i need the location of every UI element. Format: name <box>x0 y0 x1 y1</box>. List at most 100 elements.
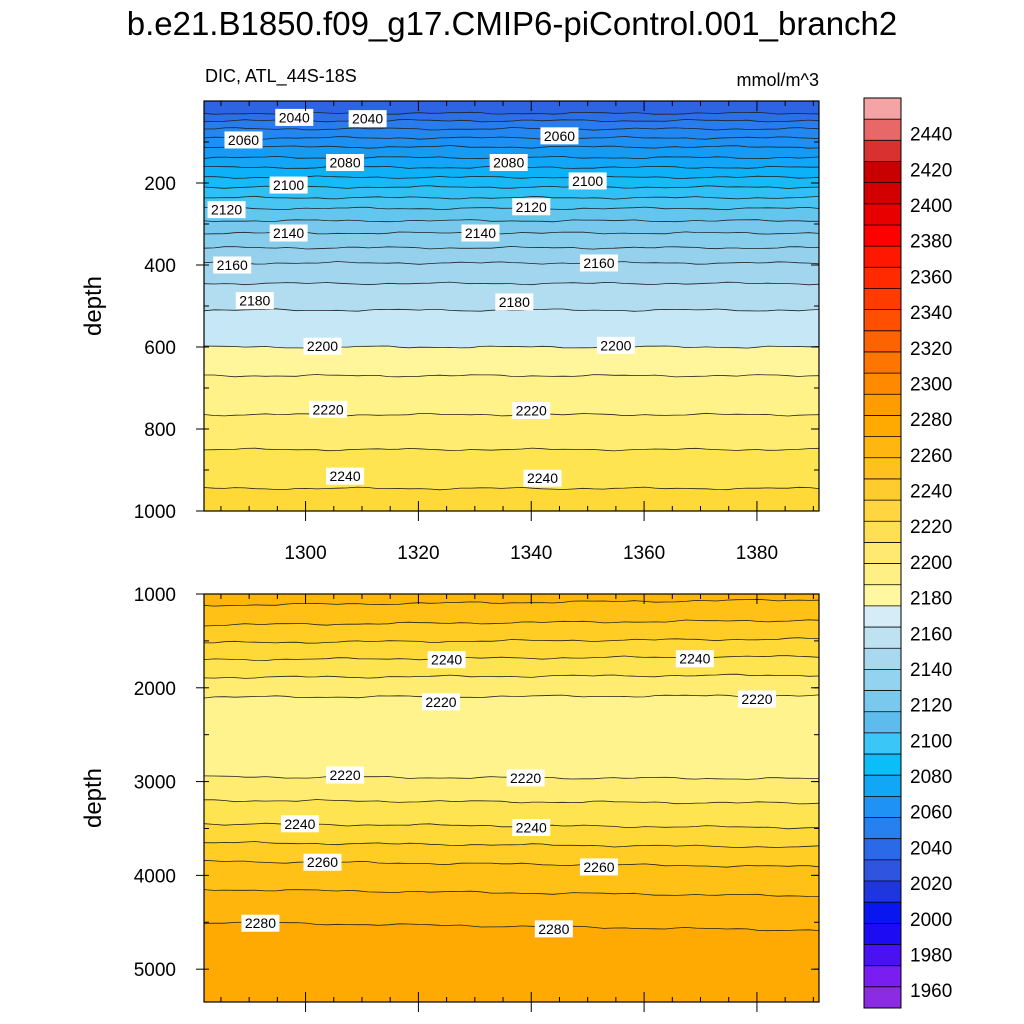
upper-contour-label-bg-3 <box>540 127 579 145</box>
colorbar-swatch-6 <box>864 859 901 882</box>
lower-contour-2250-9 <box>203 841 820 849</box>
upper-contour-label-bg-5 <box>489 154 528 171</box>
colorbar-swatch-36 <box>864 224 901 247</box>
colorbar-label-2180: 2180 <box>910 589 952 610</box>
colorbar-label-2100: 2100 <box>910 731 952 752</box>
upper-contour-label-9: 2120 <box>512 198 551 216</box>
upper-contour-2050-2 <box>204 127 820 131</box>
upper-band-7 <box>204 175 819 189</box>
lower-band-7 <box>204 799 819 829</box>
lower-contour-label-10: 2280 <box>241 914 280 932</box>
colorbar-swatch-24 <box>864 478 901 501</box>
upper-contour-label-bg-20 <box>326 467 365 485</box>
upper-contour-label-text-13: 2160 <box>583 255 614 271</box>
upper-contour-label-text-11: 2140 <box>465 225 496 241</box>
lower-contour-2230-7 <box>204 799 820 805</box>
colorbar-swatch-42 <box>864 98 901 120</box>
upper-contour-2210-18 <box>204 374 820 378</box>
upper-band-20 <box>204 448 819 490</box>
colorbar-swatch-41 <box>864 119 901 141</box>
upper-band-11 <box>204 219 819 235</box>
upper-contour-label-text-18: 2220 <box>313 401 344 417</box>
upper-contour-2190-16 <box>203 308 820 312</box>
colorbar-swatch-25 <box>864 457 901 480</box>
colorbar-label-2140: 2140 <box>910 660 952 681</box>
colorbar-swatch-17 <box>864 627 901 649</box>
units-subtitle: mmol/m^3 <box>736 70 819 90</box>
colorbar-swatch-30 <box>864 351 901 374</box>
upper-contour-label-bg-10 <box>269 224 308 242</box>
lower-contour-2270-11 <box>203 889 820 897</box>
lower-ytick-label-1000: 1000 <box>134 585 176 606</box>
lower-contour-label-text-6: 2240 <box>284 816 315 832</box>
colorbar-swatch-4 <box>864 902 901 924</box>
colorbar-label-2320: 2320 <box>910 339 952 360</box>
lower-contour-label-text-8: 2260 <box>307 854 338 870</box>
lower-contour-label-8: 2260 <box>303 853 342 871</box>
lower-band-2 <box>204 637 819 661</box>
lower-contour-label-bg-7 <box>512 819 551 837</box>
upper-ytick-label-600: 600 <box>144 338 176 359</box>
upper-xtick-label-1360: 1360 <box>623 543 665 564</box>
upper-contour-label-13: 2160 <box>579 254 618 272</box>
lower-band-1 <box>204 619 819 644</box>
upper-contour-label-19: 2220 <box>512 402 551 420</box>
colorbar-swatch-14 <box>864 690 901 713</box>
colorbar-swatch-15 <box>864 669 901 692</box>
upper-contour-label-text-2: 2060 <box>228 132 259 148</box>
lower-contour-label-bg-4 <box>326 766 365 784</box>
lower-band-3 <box>204 655 819 679</box>
lower-contour-label-text-11: 2280 <box>538 921 569 937</box>
upper-contour-label-bg-9 <box>512 198 551 216</box>
colorbar-label-2060: 2060 <box>910 803 952 824</box>
upper-contour-label-bg-11 <box>461 224 500 242</box>
upper-contour-label-bg-7 <box>568 172 607 190</box>
lower-contour-label-bg-11 <box>534 920 573 938</box>
upper-contour-2160-13 <box>203 245 820 250</box>
lower-band-10 <box>204 860 819 897</box>
colorbar-swatch-32 <box>864 309 901 332</box>
lower-contour-label-bg-2 <box>421 693 460 711</box>
colorbar-label-2240: 2240 <box>910 482 952 503</box>
upper-contour-label-text-15: 2180 <box>499 294 530 310</box>
colorbar-swatch-1 <box>864 965 901 988</box>
upper-contour-label-text-14: 2180 <box>239 293 270 309</box>
lower-contour-label-9: 2260 <box>579 858 618 876</box>
upper-contour-label-18: 2220 <box>309 400 348 418</box>
lower-contour-2250-2 <box>204 637 820 644</box>
colorbar-swatch-26 <box>864 436 901 459</box>
colorbar: 2440 2420 2400 2380 2360 2340 2320 2300 2280 2260… <box>863 97 952 1009</box>
lower-contour-label-bg-6 <box>280 815 319 833</box>
upper-xtick-label-1380: 1380 <box>736 543 778 564</box>
lower-contour-label-2: 2220 <box>421 693 460 711</box>
upper-contour-2170-14 <box>203 261 820 265</box>
upper-contour-label-15: 2180 <box>495 293 534 311</box>
lower-contour-label-bg-3 <box>737 690 776 708</box>
lower-contour-label-0: 2240 <box>427 651 466 669</box>
colorbar-swatch-27 <box>864 415 901 438</box>
upper-contour-2060-3 <box>203 136 820 140</box>
lower-contour-2260-1 <box>203 619 820 627</box>
upper-contour-label-7: 2100 <box>568 172 607 190</box>
lower-contour-label-text-0: 2240 <box>431 652 462 668</box>
upper-contour-label-text-3: 2060 <box>544 128 575 144</box>
upper-contour-label-text-16: 2200 <box>307 338 338 354</box>
colorbar-swatch-40 <box>864 140 901 162</box>
upper-contour-label-text-6: 2100 <box>273 177 304 193</box>
colorbar-swatch-12 <box>864 732 901 755</box>
lower-contour-label-text-4: 2220 <box>329 767 360 783</box>
upper-contour-label-bg-21 <box>523 469 562 487</box>
upper-contour-label-text-12: 2160 <box>217 257 248 273</box>
chart-title: b.e21.B1850.f09_g17.CMIP6-piControl.001_… <box>126 5 898 42</box>
colorbar-label-2200: 2200 <box>910 553 952 574</box>
upper-contour-label-4: 2080 <box>326 154 365 171</box>
colorbar-swatch-0 <box>864 986 901 1009</box>
lower-ytick-label-2000: 2000 <box>134 679 176 700</box>
colorbar-label-2360: 2360 <box>910 267 952 288</box>
colorbar-label-2400: 2400 <box>910 196 952 217</box>
lower-frame <box>203 593 820 1003</box>
upper-band-19 <box>204 413 819 451</box>
upper-contour-label-text-10: 2140 <box>273 225 304 241</box>
upper-contour-label-6: 2100 <box>269 176 308 194</box>
